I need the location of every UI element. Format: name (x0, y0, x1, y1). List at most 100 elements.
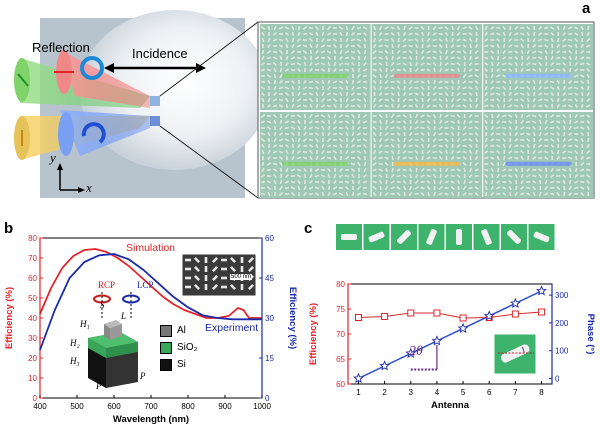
nano-antenna (345, 44, 349, 48)
nano-antenna (420, 168, 425, 172)
nano-antenna (445, 37, 449, 43)
nano-antenna (272, 162, 278, 166)
nano-antenna (562, 38, 567, 42)
nano-antenna (332, 87, 338, 89)
nano-antenna (520, 173, 524, 179)
sem-antenna (221, 258, 227, 262)
nano-antenna (586, 114, 591, 118)
nano-antenna (532, 97, 536, 103)
x-tick-label: 5 (461, 388, 466, 397)
nano-antenna (468, 132, 473, 136)
nano-antenna (396, 192, 401, 196)
nano-antenna (291, 143, 295, 149)
nano-antenna (432, 56, 437, 60)
x-tick-label: 600 (107, 402, 121, 411)
nano-antenna (520, 87, 525, 89)
nano-antenna (379, 131, 382, 137)
nano-antenna (490, 162, 495, 166)
nano-antenna (327, 191, 331, 197)
nano-antenna (302, 26, 308, 30)
green-pol-arrow (17, 73, 29, 87)
nano-antenna (408, 86, 413, 90)
nano-antenna (351, 67, 355, 73)
nano-antenna (581, 37, 584, 43)
efficiency-line (358, 311, 542, 319)
nano-antenna (278, 104, 284, 108)
nano-antenna (474, 186, 479, 190)
nano-antenna (362, 114, 368, 118)
nano-antenna (427, 79, 431, 85)
zoom-line-top (159, 21, 259, 97)
nano-antenna (556, 50, 561, 54)
nano-antenna (485, 191, 488, 197)
nano-antenna (450, 114, 455, 118)
nano-antenna (363, 92, 367, 96)
nano-antenna (309, 98, 313, 102)
axis-x-label: x (86, 180, 92, 195)
nano-antenna (526, 174, 531, 178)
nano-antenna (415, 61, 419, 67)
nano-antenna (474, 68, 479, 72)
nano-antenna (580, 25, 584, 31)
nano-antenna (444, 80, 449, 84)
nano-antenna (414, 155, 419, 161)
nano-antenna (474, 162, 479, 166)
nano-antenna (432, 85, 437, 91)
nano-antenna (345, 91, 349, 97)
sem-antenna (185, 258, 191, 262)
nano-antenna (462, 138, 467, 142)
nano-antenna (384, 138, 389, 142)
nano-antenna (550, 127, 555, 129)
nano-antenna (574, 55, 578, 61)
nano-antenna (544, 44, 549, 48)
nano-antenna (333, 61, 337, 67)
nano-antenna (484, 156, 489, 160)
phase-marker (379, 360, 391, 371)
efficiency-marker (459, 314, 467, 322)
panel-c-letter: c (304, 220, 313, 237)
sem-antenna (185, 285, 191, 289)
nano-antenna (438, 179, 443, 185)
nano-antenna (409, 179, 412, 185)
nano-antenna (326, 44, 332, 48)
nano-antenna (420, 132, 425, 136)
nano-antenna (496, 92, 501, 96)
nano-antenna (357, 73, 361, 79)
nano-antenna (351, 173, 355, 179)
nano-antenna (508, 114, 513, 118)
nano-antenna (568, 179, 572, 185)
nano-antenna (444, 62, 449, 66)
nano-antenna (420, 137, 425, 143)
nano-antenna (273, 185, 277, 191)
nano-antenna (378, 179, 383, 185)
nano-antenna (526, 86, 531, 90)
nano-antenna (384, 32, 389, 36)
y2-tick-label: 45 (265, 274, 274, 283)
nano-antenna (278, 80, 284, 84)
nano-antenna (508, 150, 513, 154)
nano-antenna (296, 150, 302, 154)
nano-antenna (303, 125, 307, 131)
nano-antenna (408, 39, 413, 41)
nano-antenna (438, 32, 443, 36)
nano-antenna (408, 32, 413, 36)
nano-antenna (338, 126, 344, 130)
nano-antenna (550, 86, 555, 90)
nano-antenna (520, 27, 525, 29)
nano-antenna (302, 92, 308, 96)
nano-antenna (278, 156, 284, 160)
nano-antenna (502, 181, 507, 183)
sio2-side (106, 342, 138, 358)
zoom-cell (260, 112, 371, 198)
nano-antenna (456, 50, 461, 54)
nano-antenna (490, 79, 495, 85)
nano-antenna (396, 69, 401, 71)
nano-antenna (490, 132, 495, 136)
nano-antenna (538, 173, 542, 179)
nano-antenna (562, 156, 567, 160)
sem-antenna (185, 276, 191, 280)
nano-antenna (297, 179, 301, 185)
nano-antenna (538, 38, 543, 42)
nano-antenna (432, 98, 437, 102)
nano-antenna (372, 126, 377, 130)
